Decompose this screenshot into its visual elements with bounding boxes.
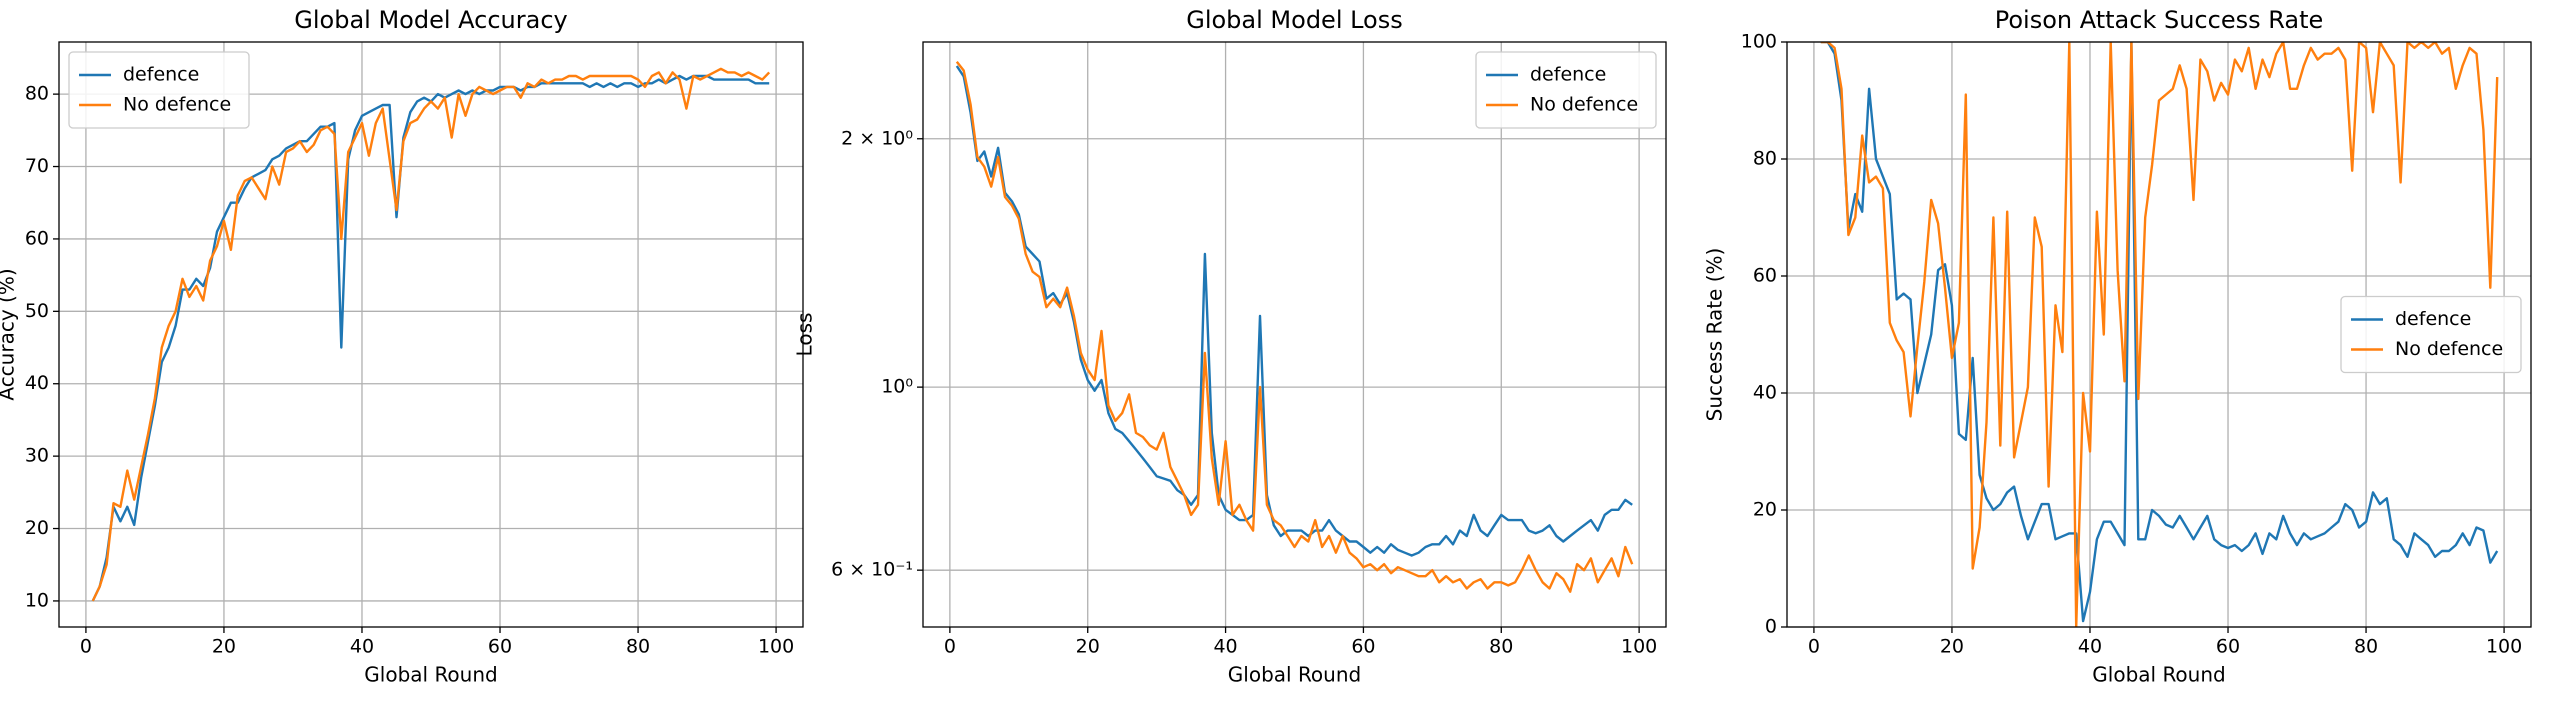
x-tick-label: 80 [626,636,650,658]
series-line [955,60,1634,593]
y-tick-label: 100 [1741,31,1777,53]
x-tick-label: 20 [1940,636,1964,658]
y-tick-label: 80 [1753,148,1777,170]
y-tick-label: 50 [25,300,49,322]
legend-label: No defence [123,94,231,116]
y-tick-label: 60 [1753,265,1777,287]
plot-area [923,42,1666,627]
x-tick-label: 40 [350,636,374,658]
x-tick-label: 40 [2078,636,2102,658]
x-tick-label: 80 [2354,636,2378,658]
legend-box [2340,295,2522,374]
x-tick-label: 100 [758,636,794,658]
x-tick-label: 20 [1076,636,1100,658]
x-tick-label: 60 [488,636,512,658]
x-tick-label: 60 [2216,636,2240,658]
legend-label: No defence [2395,338,2503,360]
x-axis-label: Global Round [1228,663,1361,687]
y-tick-label: 70 [25,155,49,177]
y-axis-label: Loss [793,313,817,357]
y-tick-label: 20 [1753,499,1777,521]
legend-box [68,51,250,129]
x-tick-label: 60 [1351,636,1375,658]
y-tick-label: 6 × 10⁻¹ [831,559,913,581]
legend-label: No defence [1530,94,1638,116]
x-axis-label: Global Round [2092,663,2225,687]
axes-frame [922,41,1667,628]
axes-frame [58,41,804,628]
y-tick-label: 20 [25,517,49,539]
y-tick-label: 60 [25,227,49,249]
chart-title: Global Model Accuracy [294,6,567,34]
y-tick-label: 80 [25,83,49,105]
x-tick-label: 0 [80,636,92,658]
x-tick-label: 100 [1621,636,1657,658]
legend-label: defence [1530,64,1606,86]
y-tick-label: 40 [1753,382,1777,404]
x-axis-label: Global Round [364,663,497,687]
legend-label: defence [123,64,199,86]
axes-frame [1786,41,2532,628]
x-tick-label: 80 [1489,636,1513,658]
series-line [1820,42,2499,623]
y-axis-label: Success Rate (%) [1703,248,1727,422]
legend-box [1475,51,1657,129]
series-line [955,65,1633,557]
plot-area [59,42,803,627]
chart-title: Poison Attack Success Rate [1995,6,2324,34]
x-tick-label: 40 [1213,636,1237,658]
x-tick-label: 0 [944,636,956,658]
x-tick-label: 100 [2486,636,2522,658]
y-tick-label: 10⁰ [881,376,913,398]
y-tick-label: 0 [1765,616,1777,638]
series-line [1820,42,2499,627]
x-tick-label: 0 [1808,636,1820,658]
y-tick-label: 2 × 10⁰ [841,127,913,149]
y-tick-label: 10 [25,589,49,611]
y-axis-label: Accuracy (%) [0,268,19,400]
y-tick-label: 30 [25,445,49,467]
x-tick-label: 20 [212,636,236,658]
y-tick-label: 40 [25,372,49,394]
legend-label: defence [2395,308,2471,330]
series-line [91,67,771,602]
chart-title: Global Model Loss [1186,6,1403,34]
